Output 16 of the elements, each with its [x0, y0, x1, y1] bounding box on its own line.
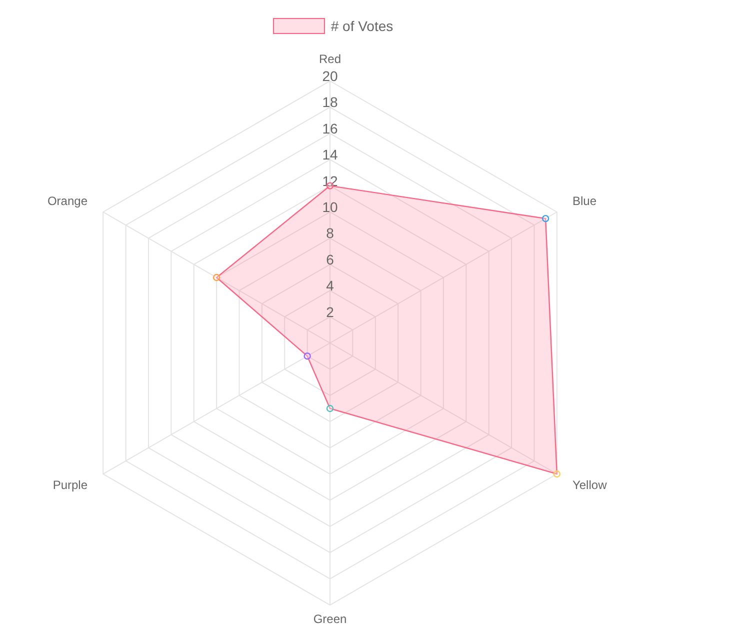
y-tick-label: 8	[326, 225, 334, 242]
spoke-label: Purple	[52, 478, 88, 492]
y-tick-label: 10	[322, 199, 338, 215]
y-tick-label: 4	[326, 278, 334, 294]
spoke-label: Yellow	[572, 478, 608, 492]
spoke-label: Blue	[572, 194, 597, 208]
legend-label: # of Votes	[330, 18, 394, 34]
spoke-label: Orange	[47, 194, 88, 208]
y-tick-label: 16	[322, 120, 338, 136]
y-tick-label: 6	[326, 251, 334, 268]
y-tick-label: 14	[322, 146, 338, 163]
y-tick-label: 18	[322, 94, 338, 110]
spoke-label: Green	[313, 612, 347, 626]
y-tick-label: 2	[326, 304, 334, 320]
y-tick-label: 20	[322, 68, 338, 84]
spoke-label: Red	[318, 52, 342, 66]
